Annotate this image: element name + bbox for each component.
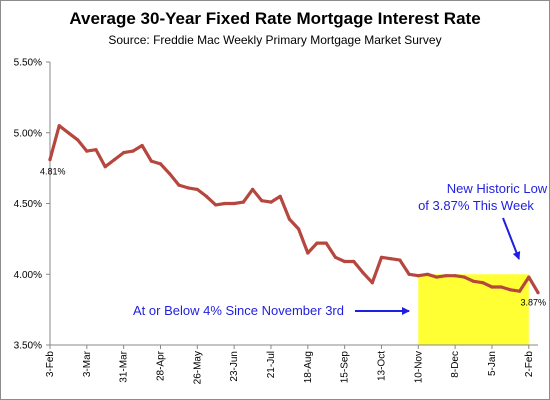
data-point: [85, 149, 89, 153]
data-point: [527, 275, 531, 279]
data-point: [103, 165, 107, 169]
data-point: [379, 255, 384, 259]
data-point: [158, 162, 163, 166]
y-tick-label: 5.50%: [14, 58, 42, 69]
chart-subtitle: Source: Freddie Mac Weekly Primary Mortg…: [108, 33, 442, 47]
data-point: [140, 143, 144, 148]
data-point: [131, 149, 135, 153]
data-point: [425, 272, 430, 276]
x-tick-label: 18-Aug: [303, 351, 314, 383]
data-point: [435, 275, 439, 279]
data-point: [389, 257, 393, 261]
x-tick-label: 13-Oct: [376, 351, 387, 381]
data-label: 4.81%: [40, 167, 66, 177]
x-tick-label: 15-Sep: [340, 351, 351, 384]
data-point: [315, 241, 319, 245]
x-tick-label: 21-Jul: [266, 351, 277, 378]
x-tick-label: 2-Feb: [524, 351, 535, 378]
data-point: [149, 159, 153, 163]
data-point: [48, 158, 52, 162]
data-point: [352, 259, 356, 264]
data-point: [333, 255, 337, 259]
data-point: [361, 271, 365, 275]
historic-low-annotation-line2: of 3.87% This Week: [418, 198, 534, 213]
x-tick-label: 5-Jan: [487, 351, 498, 376]
data-point: [76, 138, 80, 142]
data-point: [536, 291, 540, 295]
data-point: [204, 194, 209, 198]
data-point: [508, 288, 512, 292]
data-point: [370, 281, 374, 285]
data-point: [416, 274, 420, 278]
x-tick-label: 10-Nov: [413, 351, 424, 383]
data-point: [453, 274, 457, 278]
x-tick-label: 31-Mar: [119, 350, 130, 382]
below-4-percent-highlight: [418, 274, 529, 345]
data-point: [168, 172, 172, 176]
data-point: [407, 272, 411, 276]
below-4-annotation: At or Below 4% Since November 3rd: [133, 303, 344, 318]
data-point: [324, 241, 328, 245]
data-point: [122, 151, 126, 155]
data-point: [214, 203, 218, 207]
data-point: [518, 289, 522, 293]
data-point: [481, 281, 485, 285]
y-tick-label: 4.50%: [14, 199, 42, 210]
data-label: 3.87%: [520, 298, 546, 308]
x-tick-label: 26-May: [192, 351, 203, 384]
data-point: [269, 200, 273, 204]
data-point: [287, 217, 291, 221]
x-tick-label: 28-Apr: [155, 350, 166, 381]
data-point: [195, 187, 199, 191]
data-point: [260, 199, 264, 203]
data-point: [471, 279, 476, 283]
x-tick-label: 8-Dec: [450, 351, 461, 378]
data-point: [490, 285, 494, 289]
data-point: [343, 259, 347, 264]
data-point: [177, 183, 181, 187]
data-point: [186, 186, 190, 190]
data-point: [251, 187, 255, 191]
data-point: [57, 124, 61, 128]
y-tick-label: 5.00%: [14, 128, 42, 139]
data-point: [297, 227, 301, 231]
y-tick-label: 4.00%: [14, 270, 42, 281]
data-point: [278, 194, 282, 198]
data-point: [94, 148, 98, 152]
data-point: [232, 201, 236, 206]
data-point: [444, 274, 448, 278]
data-point: [398, 258, 402, 262]
data-point: [112, 158, 117, 162]
historic-low-annotation-line1: New Historic Low: [447, 181, 548, 196]
data-point: [66, 131, 70, 135]
x-tick-label: 23-Jun: [229, 351, 240, 382]
chart-title: Average 30-Year Fixed Rate Mortgage Inte…: [69, 9, 481, 28]
data-point: [499, 285, 503, 289]
historic-low-arrow: [502, 217, 521, 260]
data-point: [306, 251, 310, 255]
data-point: [462, 275, 466, 279]
x-tick-label: 3-Feb: [45, 351, 56, 378]
data-point: [241, 200, 245, 204]
x-tick-label: 3-Mar: [82, 350, 93, 377]
data-point: [223, 201, 227, 206]
y-tick-label: 3.50%: [14, 341, 42, 352]
